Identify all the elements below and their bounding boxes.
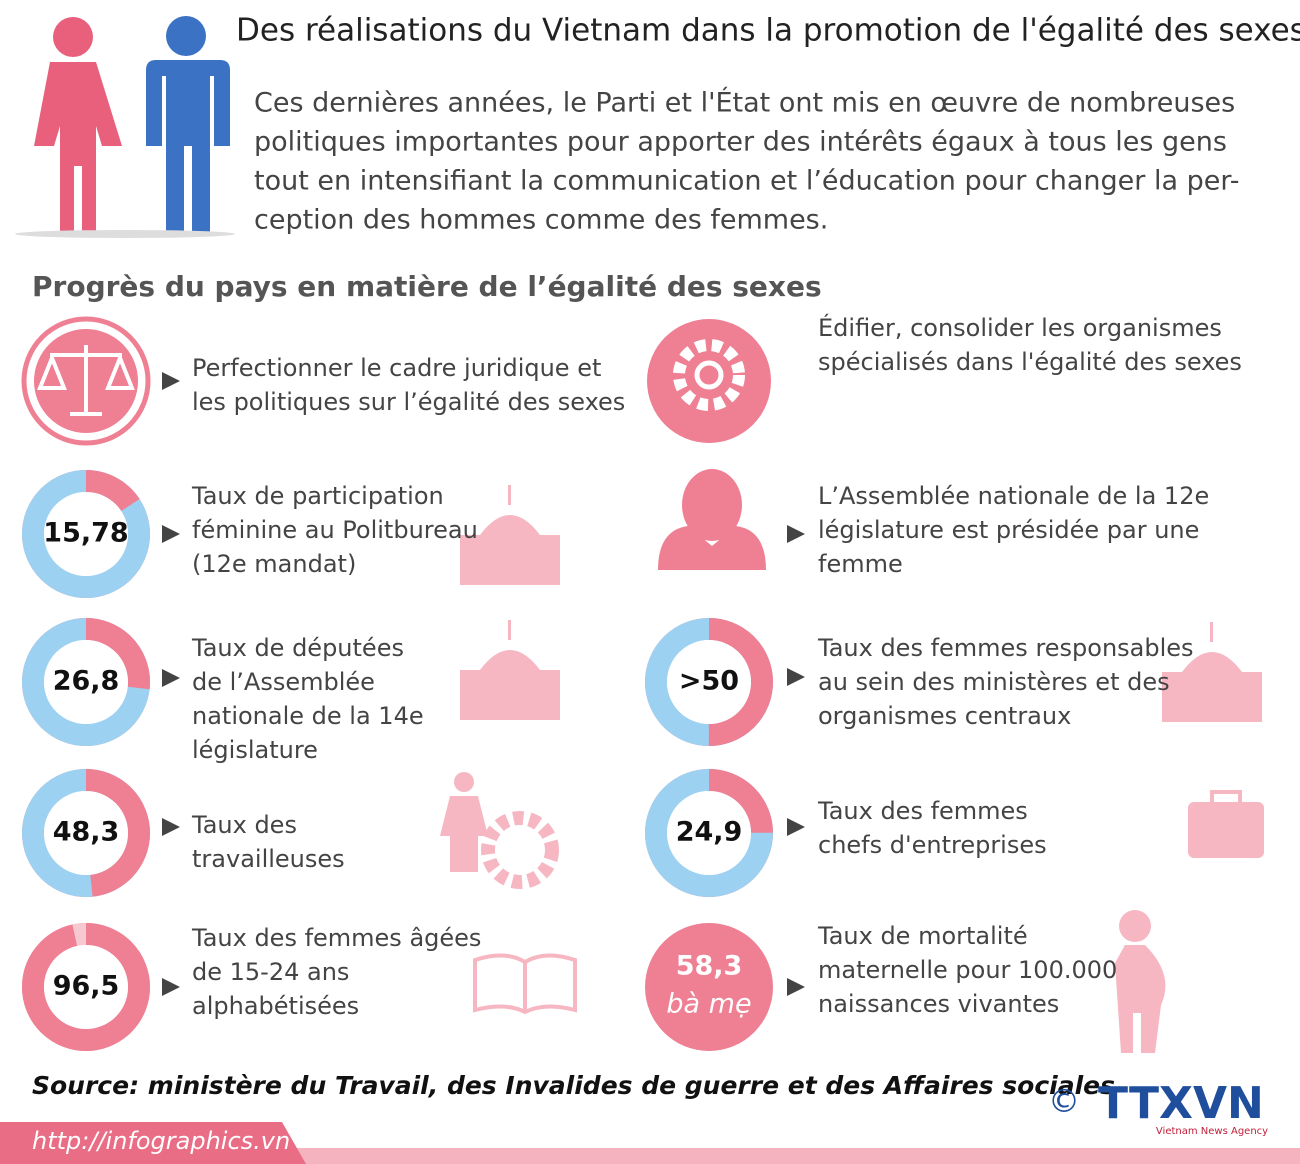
donut-arc xyxy=(645,618,773,746)
intro-line: tout en intensifiant la communication et… xyxy=(254,166,1239,197)
donut-hole xyxy=(44,492,128,576)
footer-tab xyxy=(0,1122,306,1164)
donut-label: 96,5 xyxy=(53,971,120,1002)
item-text: Édifier, consolider les organismes xyxy=(818,313,1222,342)
donut-arc xyxy=(22,769,150,897)
item-text: Taux des femmes responsables xyxy=(817,634,1194,662)
intro-line: Ces dernières années, le Parti et l'État… xyxy=(254,87,1235,119)
pregnant-icon xyxy=(1115,910,1166,1053)
item-text: chefs d'entreprises xyxy=(818,831,1047,859)
man-figure xyxy=(146,16,230,232)
donut-hole xyxy=(667,791,751,875)
donut-hole xyxy=(667,640,751,724)
donut-label: >50 xyxy=(679,666,739,697)
arrow xyxy=(787,668,805,686)
arrow xyxy=(162,818,180,836)
building-icon xyxy=(460,485,560,585)
intro-line: politiques importantes pour apporter des… xyxy=(254,127,1227,158)
building-icon xyxy=(460,620,560,720)
item-text: Taux de participation xyxy=(191,482,444,510)
source: Source: ministère du Travail, des Invali… xyxy=(32,1071,1115,1100)
section-title: Progrès du pays en matière de l’égalité … xyxy=(32,270,822,303)
figure: 58,3 xyxy=(676,951,743,982)
item-text: Taux des femmes xyxy=(817,797,1028,825)
logo-subtitle: Vietnam News Agency xyxy=(1156,1126,1268,1137)
arrow xyxy=(787,818,805,836)
item-text: Taux de mortalité xyxy=(817,922,1028,950)
items: Perfectionner le cadre juridique et les p… xyxy=(22,313,1242,1051)
building-icon xyxy=(1162,622,1262,722)
item-text: femme xyxy=(818,550,903,578)
arrow xyxy=(162,978,180,996)
item-text: travailleuses xyxy=(192,845,345,873)
item-text: de l’Assemblée xyxy=(192,668,375,696)
donut-arc xyxy=(22,923,150,1051)
item-text: Perfectionner le cadre juridique et xyxy=(192,354,601,382)
arrow xyxy=(162,669,180,687)
item-text: Taux des femmes âgées xyxy=(191,924,481,952)
book-icon xyxy=(473,953,577,1015)
item-text: L’Assemblée nationale de la 12e xyxy=(818,482,1209,510)
shadow xyxy=(15,230,235,238)
intro-line: ception des hommes comme des femmes. xyxy=(254,205,828,236)
title: Des réalisations du Vietnam dans la prom… xyxy=(236,13,1300,49)
copyright: © xyxy=(1048,1082,1080,1120)
worker-icon xyxy=(440,772,559,889)
item-text: (12e mandat) xyxy=(192,550,356,578)
item-text: Taux des xyxy=(191,811,297,839)
arrow xyxy=(787,978,805,996)
item-text: spécialisés dans l'égalité des sexes xyxy=(818,348,1242,376)
donut-arc xyxy=(645,769,773,897)
logo: TTXVN xyxy=(1098,1078,1264,1129)
arrow xyxy=(162,525,180,543)
item-text: féminine au Politbureau xyxy=(192,516,478,544)
donut-hole xyxy=(44,791,128,875)
item-text: naissances vivantes xyxy=(818,990,1059,1018)
scale-icon xyxy=(21,316,151,446)
item-text: Taux de députées xyxy=(191,634,404,662)
intro: Ces dernières années, le Parti et l'État… xyxy=(254,87,1239,236)
donut-label: 48,3 xyxy=(53,817,120,848)
item-text: au sein des ministères et des xyxy=(818,668,1170,696)
woman-bust-icon xyxy=(658,469,766,570)
item-text: législature xyxy=(192,736,318,764)
arrow xyxy=(787,525,805,543)
briefcase-icon xyxy=(1188,790,1264,858)
footer-bar xyxy=(0,1148,1300,1164)
item-text: de 15-24 ans xyxy=(192,958,349,986)
figure-circle xyxy=(645,923,773,1051)
woman-figure xyxy=(34,17,122,236)
donut-label: 26,8 xyxy=(53,666,120,697)
donut-arc xyxy=(22,618,150,746)
donut-hole xyxy=(44,640,128,724)
item-text: organismes centraux xyxy=(818,702,1071,730)
item-text: alphabétisées xyxy=(192,992,359,1020)
arrow xyxy=(162,372,180,390)
donut-label: 24,9 xyxy=(676,817,743,848)
donut-arc xyxy=(22,470,150,598)
item-text: législature est présidée par une xyxy=(818,516,1199,544)
item-text: nationale de la 14e xyxy=(192,702,424,730)
item-text: maternelle pour 100.000 xyxy=(818,956,1117,984)
url[interactable]: http://infographics.vn xyxy=(32,1127,290,1155)
gear-icon xyxy=(647,319,771,443)
donut-label: 15,78 xyxy=(43,518,128,549)
item-text: les politiques sur l’égalité des sexes xyxy=(192,388,625,416)
figure-unit: bà mẹ xyxy=(666,989,751,1020)
donut-hole xyxy=(44,945,128,1029)
